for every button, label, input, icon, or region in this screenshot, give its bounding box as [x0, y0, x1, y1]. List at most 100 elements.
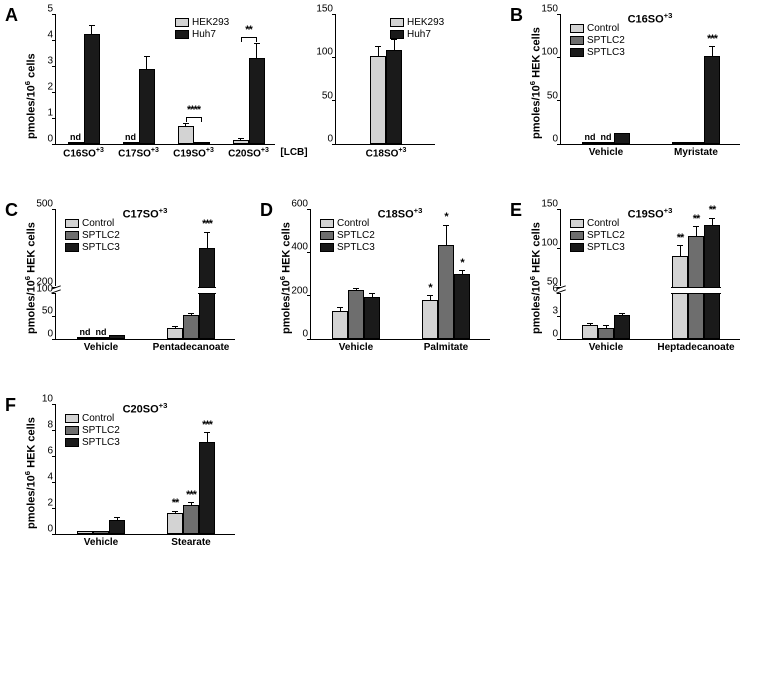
- chart-a-left: 012345ndC16SO+3ndC17SO+3****C19SO+3**C20…: [55, 15, 275, 145]
- y-axis-label: pmoles/106 HEK cells: [528, 27, 543, 139]
- y-tick-label: 200: [291, 285, 311, 296]
- legend-item: SPTLC3: [65, 437, 120, 448]
- chart-e: 03650100150Vehicle******Heptadecanoatepm…: [560, 210, 740, 340]
- x-tick-label: Stearate: [171, 534, 210, 548]
- y-tick-label: 0: [47, 134, 56, 145]
- nd-label: nd: [96, 327, 107, 337]
- legend-item: SPTLC2: [320, 230, 375, 241]
- nd-label: nd: [601, 132, 612, 142]
- x-tick-label: C20SO+3: [228, 144, 269, 159]
- significance-marker: *: [428, 282, 431, 294]
- y-tick-label: 1: [47, 108, 56, 119]
- legend-label: Huh7: [407, 29, 431, 40]
- legend: ControlSPTLC2SPTLC3: [320, 218, 375, 254]
- legend: HEK293Huh7: [175, 17, 229, 41]
- legend-label: SPTLC3: [82, 242, 120, 253]
- bar: [582, 325, 598, 339]
- bar: [614, 315, 630, 339]
- y-tick-label: 50: [547, 90, 561, 101]
- legend-item: HEK293: [175, 17, 229, 28]
- y-tick-label: 400: [291, 242, 311, 253]
- legend-label: Huh7: [192, 29, 216, 40]
- y-tick-label: 0: [552, 134, 561, 145]
- bar: [183, 315, 199, 339]
- y-tick-label: 100: [541, 238, 561, 249]
- y-tick-label: 3: [47, 56, 56, 67]
- legend-item: Huh7: [390, 29, 444, 40]
- x-tick-label: Vehicle: [84, 534, 118, 548]
- legend-item: HEK293: [390, 17, 444, 28]
- bar: [614, 133, 630, 144]
- x-tick-label: Vehicle: [84, 339, 118, 353]
- bar: [84, 34, 100, 145]
- y-tick-label: 2: [47, 498, 56, 509]
- significance-marker: ****: [187, 104, 200, 116]
- bar: [386, 50, 402, 144]
- y-tick-label: 50: [322, 90, 336, 101]
- legend-item: SPTLC3: [570, 242, 625, 253]
- y-tick-label: 0: [47, 329, 56, 340]
- bar: [454, 274, 470, 339]
- legend: ControlSPTLC2SPTLC3: [65, 413, 120, 449]
- panel-a: A 012345ndC16SO+3ndC17SO+3****C19SO+3**C…: [5, 5, 505, 175]
- panel-b: B 050100150ndndVehicle***Myristatepmoles…: [510, 5, 755, 175]
- y-axis-label: pmoles/106 HEK cells: [23, 222, 38, 334]
- x-axis-suffix: [LCB]: [280, 144, 307, 158]
- y-tick-label: 5: [47, 4, 56, 15]
- chart-title: C16SO+3: [628, 11, 673, 26]
- bar: [249, 58, 265, 144]
- x-tick-label: Vehicle: [589, 339, 623, 353]
- significance-marker: **: [245, 24, 252, 36]
- y-tick-label: 0: [327, 134, 336, 145]
- x-tick-label: Myristate: [674, 144, 718, 158]
- legend: ControlSPTLC2SPTLC3: [65, 218, 120, 254]
- legend-label: SPTLC2: [587, 230, 625, 241]
- y-axis-label: pmoles/106 HEK cells: [528, 222, 543, 334]
- legend-item: SPTLC2: [570, 35, 625, 46]
- plot-area: 012345ndC16SO+3ndC17SO+3****C19SO+3**C20…: [55, 15, 275, 145]
- x-tick-label: Vehicle: [339, 339, 373, 353]
- y-tick-label: 600: [291, 199, 311, 210]
- x-tick-label: C18SO+3: [366, 144, 407, 159]
- y-tick-label: 6: [47, 446, 56, 457]
- legend-label: Control: [587, 218, 619, 229]
- x-tick-label: Vehicle: [589, 144, 623, 158]
- bar: [183, 505, 199, 534]
- chart-a-right: 050100150C18SO+3HEK293Huh7: [335, 15, 435, 145]
- y-tick-label: 150: [541, 4, 561, 15]
- legend-item: SPTLC3: [320, 242, 375, 253]
- legend-label: Control: [337, 218, 369, 229]
- legend-item: Control: [65, 413, 120, 424]
- bar: [364, 297, 380, 339]
- legend-label: SPTLC3: [587, 47, 625, 58]
- chart-title: C20SO+3: [123, 401, 168, 416]
- significance-marker: *: [444, 211, 447, 223]
- panel-f-label: F: [5, 395, 16, 416]
- panel-c: C 050100200500ndndVehicle***Pentadecanoa…: [5, 200, 250, 370]
- bar: [704, 225, 720, 339]
- y-axis-label: pmoles/106 HEK cells: [278, 222, 293, 334]
- bar: [167, 513, 183, 534]
- panel-b-label: B: [510, 5, 523, 26]
- legend-label: SPTLC3: [337, 242, 375, 253]
- significance-marker: **: [709, 204, 716, 216]
- y-tick-label: 500: [36, 199, 56, 210]
- y-tick-label: 0: [47, 524, 56, 535]
- legend-label: SPTLC2: [82, 425, 120, 436]
- y-axis-label: pmoles/106 HEK cells: [23, 417, 38, 529]
- y-tick-label: 3: [552, 306, 561, 317]
- bar: [167, 328, 183, 339]
- panel-d: D 0200400600Vehicle***Palmitatepmoles/10…: [260, 200, 505, 370]
- significance-marker: ***: [707, 33, 717, 45]
- legend-label: SPTLC2: [82, 230, 120, 241]
- bar: [370, 56, 386, 144]
- legend-item: Control: [570, 218, 625, 229]
- chart-d: 0200400600Vehicle***Palmitatepmoles/106 …: [310, 210, 490, 340]
- panel-f: F 0246810Vehicle********Stearatepmoles/1…: [5, 395, 250, 565]
- bar: [348, 290, 364, 339]
- significance-marker: *: [460, 257, 463, 269]
- significance-marker: **: [693, 213, 700, 225]
- chart-title: C18SO+3: [378, 206, 423, 221]
- nd-label: nd: [80, 327, 91, 337]
- legend-label: SPTLC3: [587, 242, 625, 253]
